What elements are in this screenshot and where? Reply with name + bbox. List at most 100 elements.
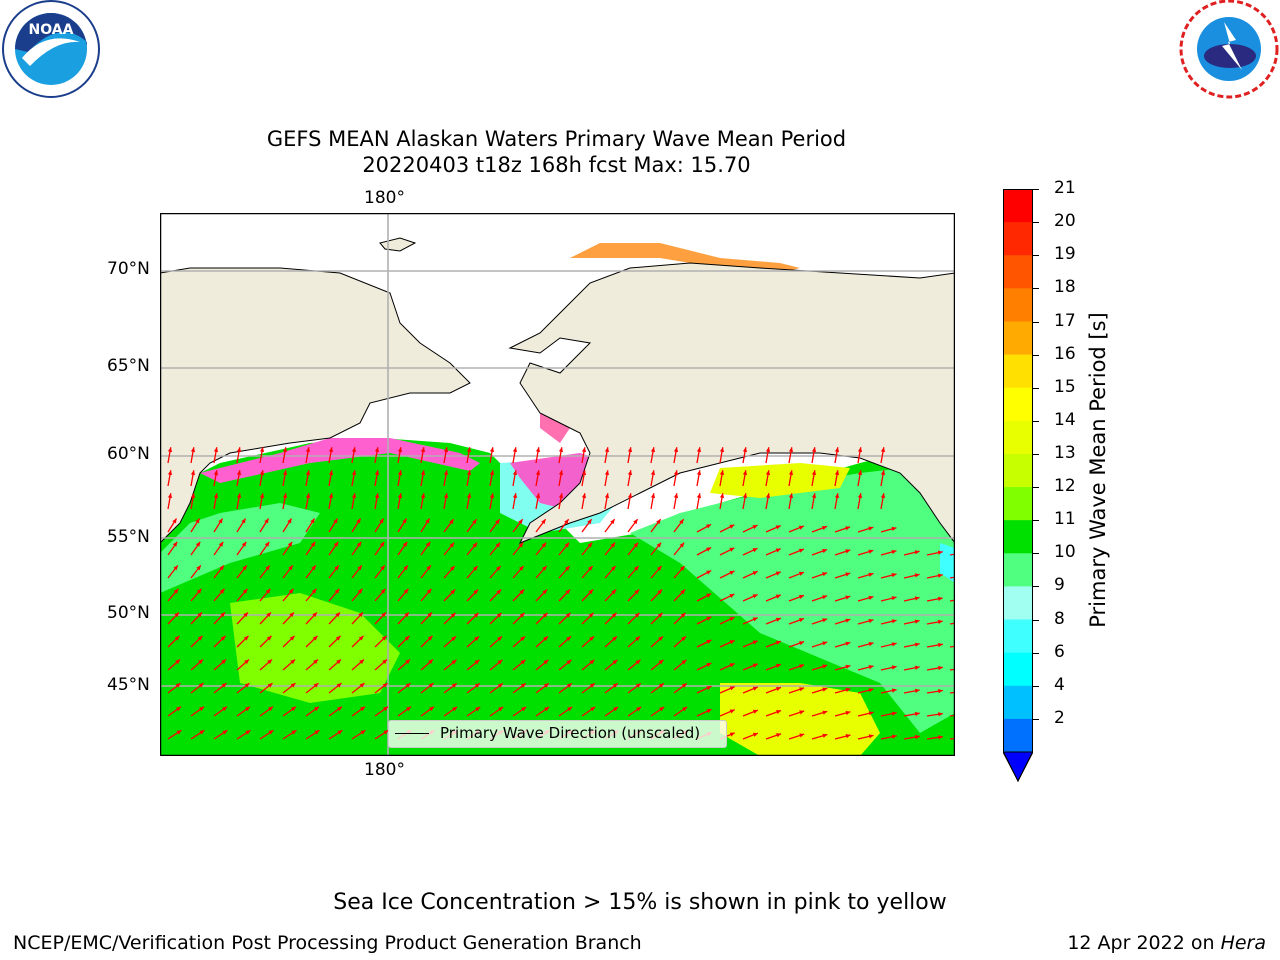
wave-direction-arrow	[236, 493, 242, 510]
wave-direction-arrow	[305, 470, 311, 487]
wave-direction-arrow	[926, 689, 943, 694]
wave-direction-arrow	[305, 706, 320, 717]
wave-direction-arrow	[834, 710, 851, 717]
colorbar-tick-label: 9	[1054, 575, 1065, 596]
wave-direction-arrow	[673, 518, 685, 533]
wave-direction-arrow	[857, 595, 874, 602]
colorbar-tick-mark	[1033, 685, 1039, 687]
wave-direction-arrow	[374, 470, 380, 487]
wave-direction-arrow	[926, 596, 943, 602]
wave-direction-arrow	[213, 706, 228, 717]
wave-direction-arrow	[213, 682, 227, 694]
wave-direction-arrow	[489, 589, 502, 602]
colorbar-tick-label: 18	[1054, 277, 1076, 298]
wave-direction-arrow	[466, 589, 479, 602]
wave-direction-arrow	[604, 565, 617, 579]
wave-direction-arrow	[397, 518, 408, 533]
footer-left: NCEP/EMC/Verification Post Processing Pr…	[13, 932, 642, 954]
colorbar-swatches	[1002, 189, 1034, 783]
colorbar-tick-mark	[1033, 520, 1039, 522]
wave-direction-arrow	[834, 493, 840, 510]
colorbar-tick-label: 11	[1054, 509, 1076, 530]
wave-direction-arrow	[765, 594, 782, 602]
noaa-logo: NOAA	[0, 0, 104, 100]
wave-direction-arrow	[397, 588, 409, 602]
wave-direction-arrow	[880, 549, 897, 556]
wave-direction-arrow	[535, 565, 548, 579]
wave-direction-arrow	[489, 565, 502, 579]
wave-direction-arrow	[443, 493, 449, 510]
wave-direction-arrow	[604, 493, 610, 510]
wave-direction-arrow	[466, 612, 479, 625]
wave-direction-arrow	[627, 682, 642, 694]
wave-direction-arrow	[351, 729, 366, 740]
wave-direction-arrow	[351, 635, 364, 648]
wave-direction-arrow	[765, 686, 782, 694]
wave-direction-arrow	[236, 682, 250, 694]
wave-direction-arrow	[650, 518, 662, 533]
wave-direction-arrow	[742, 709, 759, 717]
wave-direction-arrow	[719, 709, 735, 717]
land-siberia	[160, 267, 471, 544]
wave-direction-arrow	[282, 518, 293, 533]
wave-direction-arrow	[489, 518, 501, 533]
wave-direction-arrow	[581, 447, 587, 464]
wave-direction-arrow	[374, 706, 389, 717]
wave-direction-arrow	[696, 685, 712, 694]
wave-direction-arrow	[535, 518, 547, 533]
wave-direction-arrow	[650, 542, 662, 556]
wave-direction-arrow	[949, 599, 955, 602]
wave-direction-arrow	[949, 737, 955, 740]
wave-direction-arrow	[834, 687, 851, 694]
wave-direction-arrow	[765, 447, 771, 464]
wave-direction-arrow	[282, 588, 294, 602]
wave-direction-arrow	[719, 447, 725, 464]
wave-direction-arrow	[420, 706, 435, 717]
wave-direction-arrow	[696, 639, 712, 648]
wave-direction-arrow	[627, 447, 633, 464]
wave-direction-arrow	[880, 596, 897, 602]
colorbar-swatch	[1003, 189, 1033, 223]
colorbar-tick-mark	[1033, 255, 1039, 257]
wave-direction-arrow	[696, 470, 702, 487]
wave-direction-arrow	[512, 612, 525, 625]
wave-direction-arrow	[351, 706, 366, 717]
wave-direction-arrow	[581, 612, 594, 625]
wave-direction-arrow	[650, 659, 664, 671]
wave-direction-arrow	[719, 662, 735, 671]
wave-direction-arrow	[765, 571, 782, 579]
wave-direction-arrow	[374, 635, 387, 648]
wave-direction-arrow	[673, 706, 688, 717]
wave-direction-arrow	[512, 493, 518, 510]
wave-direction-arrow	[857, 734, 874, 740]
wave-direction-arrow	[282, 565, 294, 579]
wave-direction-arrow	[742, 663, 759, 671]
wave-direction-arrow	[673, 447, 679, 464]
wave-direction-arrow	[351, 493, 357, 510]
wave-direction-arrow	[351, 518, 362, 533]
wave-direction-arrow	[420, 565, 432, 579]
wave-direction-arrow	[213, 518, 224, 533]
wave-direction-arrow	[328, 659, 342, 671]
wave-direction-arrow	[305, 611, 318, 625]
wave-direction-arrow	[190, 470, 196, 487]
colorbar-tick-label: 4	[1054, 674, 1065, 695]
wave-direction-arrow	[880, 711, 897, 717]
wave-direction-arrow	[374, 493, 380, 510]
wave-direction-arrow	[696, 708, 712, 717]
wave-direction-arrow	[535, 659, 549, 671]
wave-direction-arrow	[581, 635, 595, 648]
wave-direction-arrow	[420, 659, 434, 671]
wave-direction-arrow	[903, 550, 920, 556]
wave-direction-arrow	[190, 541, 201, 556]
wave-direction-arrow	[949, 714, 955, 717]
wave-direction-arrow	[765, 733, 782, 740]
wave-direction-arrow	[558, 659, 572, 671]
wave-direction-arrow	[535, 612, 548, 625]
wave-direction-arrow	[305, 635, 318, 648]
wave-direction-arrow	[857, 688, 874, 694]
wave-direction-arrow	[167, 682, 181, 694]
wave-direction-arrow	[512, 589, 525, 602]
colorbar-tick-label: 12	[1054, 476, 1076, 497]
wave-direction-arrow	[190, 635, 203, 648]
